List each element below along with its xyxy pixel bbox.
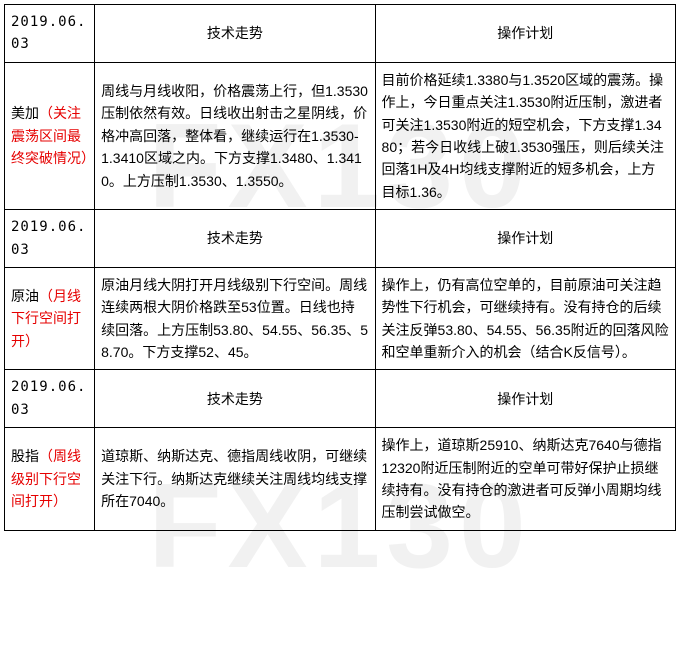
header-tech: 技术走势: [95, 210, 375, 268]
label-main: 美加: [11, 105, 39, 121]
header-plan: 操作计划: [375, 210, 675, 268]
plan-cell: 操作上，道琼斯25910、纳斯达克7640与德指12320附近压制附近的空单可带…: [375, 428, 675, 531]
label-main: 股指: [11, 448, 39, 464]
analysis-table: 2019.06.03 技术走势 操作计划 美加（关注震荡区间最终突破情况） 周线…: [4, 4, 676, 531]
header-plan: 操作计划: [375, 5, 675, 63]
date-cell: 2019.06.03: [5, 370, 95, 428]
header-tech: 技术走势: [95, 370, 375, 428]
label-main: 原油: [11, 288, 39, 304]
plan-cell: 目前价格延续1.3380与1.3520区域的震荡。操作上，今日重点关注1.353…: [375, 62, 675, 209]
header-tech: 技术走势: [95, 5, 375, 63]
tech-cell: 原油月线大阴打开月线级别下行空间。周线连续两根大阴价格跌至53位置。日线也持续回…: [95, 267, 375, 370]
plan-cell: 操作上，仍有高位空单的，目前原油可关注趋势性下行机会，可继续持有。没有持仓的后续…: [375, 267, 675, 370]
header-plan: 操作计划: [375, 370, 675, 428]
date-cell: 2019.06.03: [5, 5, 95, 63]
tech-cell: 周线与月线收阳，价格震荡上行，但1.3530压制依然有效。日线收出射击之星阴线，…: [95, 62, 375, 209]
label-cell: 原油（月线下行空间打开）: [5, 267, 95, 370]
date-cell: 2019.06.03: [5, 210, 95, 268]
label-cell: 美加（关注震荡区间最终突破情况）: [5, 62, 95, 209]
label-cell: 股指（周线级别下行空间打开）: [5, 428, 95, 531]
tech-cell: 道琼斯、纳斯达克、德指周线收阴，可继续关注下行。纳斯达克继续关注周线均线支撑所在…: [95, 428, 375, 531]
